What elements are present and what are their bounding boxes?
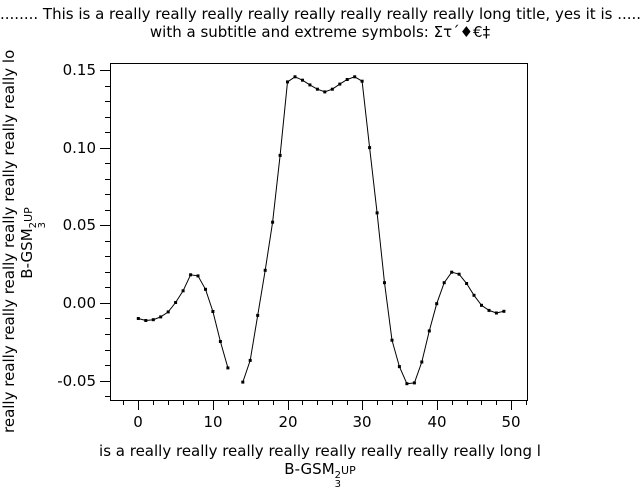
data-point-marker	[315, 87, 319, 91]
data-point-marker	[397, 365, 401, 369]
formula-tail: UP	[341, 464, 356, 477]
x-axis-label-text: is a really really really really really …	[99, 442, 541, 460]
data-point-marker	[308, 83, 312, 87]
formula-sub: 3	[37, 221, 48, 229]
data-point-marker	[368, 146, 372, 150]
data-point-marker	[494, 311, 498, 315]
data-point-marker	[405, 382, 409, 386]
data-point-marker	[196, 274, 200, 278]
data-point-marker	[174, 301, 178, 304]
formula-sup: 2	[334, 470, 342, 481]
plot-canvas: -0.05 0.00 0.05 0.10 0.15 0 10 20 30 40 50	[57, 61, 528, 431]
data-point-marker	[204, 287, 207, 291]
y-tick-label: -0.05	[57, 372, 96, 390]
data-point-marker	[181, 289, 185, 293]
data-point-marker	[301, 78, 304, 82]
x-tick-label: 20	[278, 413, 297, 431]
formula-tail: UP	[22, 207, 35, 222]
data-point-marker	[323, 90, 327, 94]
data-point-marker	[248, 358, 252, 362]
data-point-marker	[159, 315, 163, 319]
data-point-marker	[420, 360, 424, 364]
data-point-marker	[241, 380, 245, 384]
data-point-marker	[286, 80, 289, 84]
chart-title: ........ This is a really really really …	[0, 5, 640, 23]
data-point-marker	[271, 220, 275, 224]
data-point-marker	[487, 308, 491, 312]
y-axis-label-formula: B-GSM 2 3 UP	[18, 53, 48, 433]
data-point-marker	[442, 281, 446, 285]
data-point-marker	[435, 302, 439, 306]
y-axis-label-text: really really really really really reall…	[0, 49, 18, 433]
y-tick-label: 0.05	[63, 216, 96, 234]
y-tick-label: 0.00	[63, 294, 96, 312]
y-tick-label: 0.15	[63, 61, 96, 79]
data-point-marker	[256, 313, 260, 317]
data-point-marker	[218, 340, 222, 343]
chart-subtitle: with a subtitle and extreme symbols: Στ´…	[149, 23, 491, 41]
data-point-marker	[211, 310, 215, 313]
data-point-marker	[144, 319, 148, 322]
data-point-marker	[345, 78, 349, 81]
data-point-marker	[472, 293, 476, 297]
data-point-marker	[465, 282, 469, 285]
data-point-marker	[360, 79, 364, 83]
y-tick-label: 0.10	[63, 139, 96, 157]
x-tick-label: 50	[501, 413, 520, 431]
data-point-marker	[383, 281, 386, 285]
data-point-marker	[136, 317, 140, 320]
data-line	[138, 76, 505, 385]
data-point-marker	[427, 329, 431, 333]
data-point-marker	[166, 310, 170, 314]
data-point-marker	[502, 309, 506, 313]
data-point-marker	[263, 268, 267, 272]
x-tick-label: 30	[352, 413, 371, 431]
data-point-marker	[353, 75, 357, 79]
data-point-marker	[330, 87, 334, 91]
y-axis-label: really really really really really reall…	[0, 49, 48, 433]
data-point-marker	[226, 366, 230, 370]
data-point-marker	[278, 153, 282, 157]
data-point-marker	[189, 273, 193, 277]
formula-sub: 3	[334, 479, 342, 490]
data-point-marker	[390, 338, 394, 342]
data-point-marker	[457, 272, 461, 276]
x-tick-label: 10	[203, 413, 222, 431]
data-point-marker	[450, 270, 454, 274]
x-tick-label: 40	[427, 413, 446, 431]
data-point-marker	[375, 211, 379, 215]
data-point-marker	[412, 381, 416, 385]
formula-base: B-GSM	[284, 460, 335, 478]
data-point-marker	[151, 318, 155, 322]
x-axis-label-formula: B-GSM 2 3 UP	[0, 460, 640, 490]
data-point-marker	[338, 82, 342, 86]
plot-frame	[110, 63, 528, 401]
formula-base: B-GSM	[18, 228, 36, 279]
x-tick-label: 0	[133, 413, 143, 431]
data-point-marker	[293, 75, 297, 79]
data-point-marker	[480, 303, 483, 307]
